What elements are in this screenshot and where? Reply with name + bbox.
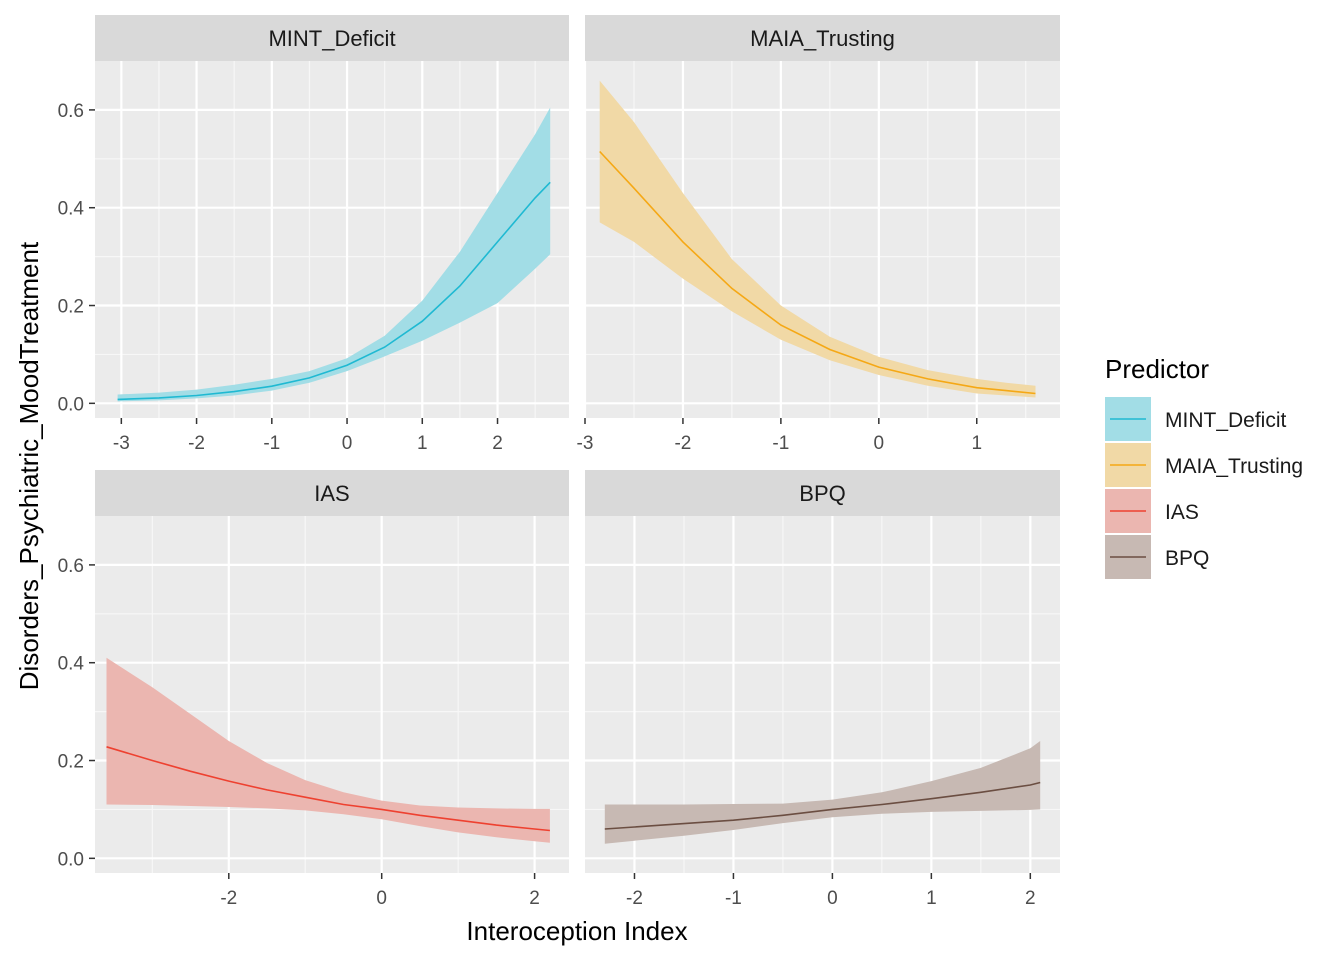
x-tick-label: -1: [725, 888, 742, 909]
legend-label: IAS: [1165, 501, 1199, 524]
x-tick-label: 2: [492, 433, 503, 454]
x-tick-label: -2: [674, 433, 691, 454]
confidence-ribbon: [106, 657, 550, 843]
y-tick-label: 0.4: [58, 654, 85, 675]
confidence-ribbon: [599, 80, 1036, 398]
x-tick-label: -3: [577, 433, 594, 454]
panel-bpq: BPQ -2 -1 0 1 2: [585, 470, 1060, 909]
strip-label: IAS: [314, 481, 349, 506]
series-line: [117, 181, 551, 401]
x-tick-label: 0: [342, 433, 353, 454]
legend-title: Predictor: [1105, 354, 1209, 384]
y-tick-label: 0.0: [58, 394, 84, 415]
x-tick-label: 2: [529, 888, 540, 909]
strip-background: [95, 15, 569, 61]
y-tick-label: 0.4: [58, 199, 85, 220]
y-tick-label: 0.2: [58, 752, 84, 773]
x-tick-label: 2: [1025, 888, 1036, 909]
panel-maia-trusting: MAIA_Trusting -3 -2 -1 0 1: [577, 15, 1060, 454]
x-tick-label: 0: [827, 888, 838, 909]
strip-background: [585, 15, 1060, 61]
strip-background: [585, 470, 1060, 516]
x-tick-label: 1: [971, 433, 982, 454]
legend-label: BPQ: [1165, 547, 1209, 570]
legend-label: MINT_Deficit: [1165, 409, 1287, 432]
x-tick-label: -2: [188, 433, 205, 454]
panel-mint-deficit: MINT_Deficit -3 -2 -1 0 1 2 0.0 0.2 0.4 0.6: [58, 15, 569, 454]
x-tick-label: -1: [263, 433, 280, 454]
confidence-ribbon: [117, 107, 551, 402]
strip-background: [95, 470, 569, 516]
confidence-ribbon: [604, 741, 1041, 844]
y-tick-label: 0.0: [58, 849, 84, 870]
series-line: [599, 150, 1036, 395]
strip-label: MAIA_Trusting: [750, 26, 895, 51]
legend-label: MAIA_Trusting: [1165, 455, 1303, 478]
y-axis-title: Disorders_Psychiatric_MoodTreatment: [14, 241, 44, 690]
legend: Predictor MINT_Deficit MAIA_Trusting IAS BPQ: [1105, 354, 1303, 579]
strip-label: BPQ: [799, 481, 845, 506]
series-line: [604, 781, 1041, 830]
x-tick-label: -1: [772, 433, 789, 454]
y-tick-label: 0.2: [58, 297, 84, 318]
panel-ias: IAS -2 0 2 0.0 0.2 0.4 0.6: [58, 470, 569, 909]
x-axis-title: Interoception Index: [466, 916, 687, 946]
x-tick-label: 1: [417, 433, 428, 454]
y-tick-label: 0.6: [58, 556, 84, 577]
x-tick-label: -2: [626, 888, 643, 909]
x-tick-label: 1: [926, 888, 937, 909]
strip-label: MINT_Deficit: [268, 26, 395, 51]
series-line: [106, 746, 550, 832]
x-tick-label: -2: [220, 888, 237, 909]
x-tick-label: -3: [113, 433, 130, 454]
y-tick-label: 0.6: [58, 101, 84, 122]
x-tick-label: 0: [376, 888, 387, 909]
x-tick-label: 0: [874, 433, 885, 454]
